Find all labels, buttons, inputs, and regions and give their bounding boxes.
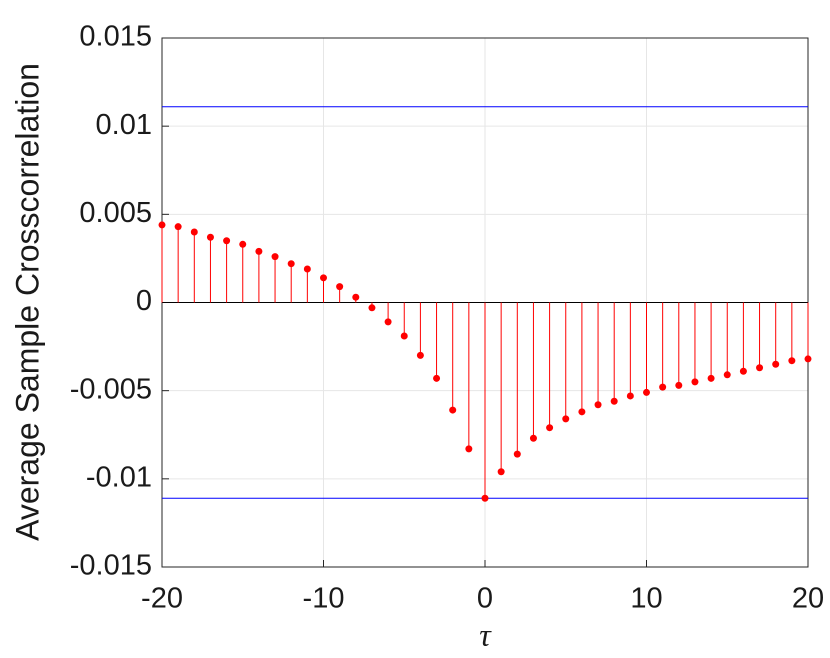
stem-marker bbox=[384, 318, 392, 326]
y-tick-label: -0.005 bbox=[70, 373, 152, 405]
stem-marker bbox=[756, 364, 764, 372]
stem-marker bbox=[691, 378, 699, 386]
stem-marker bbox=[433, 374, 441, 382]
stem-marker bbox=[481, 494, 489, 502]
y-tick-label: -0.015 bbox=[70, 550, 152, 582]
y-tick-label: 0.015 bbox=[79, 21, 152, 53]
stem-marker bbox=[707, 374, 715, 382]
stem-marker bbox=[497, 468, 505, 476]
stem-marker bbox=[416, 351, 424, 359]
y-tick-label: 0.005 bbox=[79, 197, 152, 229]
x-tick-label: -10 bbox=[303, 583, 345, 615]
stem-marker bbox=[287, 260, 295, 268]
stem-marker bbox=[223, 237, 231, 245]
x-tick-label: 20 bbox=[792, 583, 824, 615]
y-tick-label: 0.01 bbox=[96, 109, 152, 141]
stem-marker bbox=[465, 445, 473, 453]
stem-marker bbox=[626, 392, 634, 400]
y-tick-label: 0 bbox=[136, 285, 152, 317]
stem-marker bbox=[659, 383, 667, 391]
stem-marker bbox=[804, 355, 812, 363]
stem-marker bbox=[158, 221, 166, 229]
stem-marker bbox=[610, 397, 618, 405]
stem-marker bbox=[255, 247, 263, 255]
stem-marker bbox=[271, 253, 279, 261]
stem-marker bbox=[320, 274, 327, 282]
stem-marker bbox=[174, 223, 182, 231]
stem-marker bbox=[449, 406, 457, 414]
x-tick-label: 0 bbox=[477, 583, 493, 615]
y-axis-label: Average Sample Crosscorrelation bbox=[9, 63, 45, 541]
stem-marker bbox=[513, 450, 521, 458]
stem-marker bbox=[546, 424, 554, 432]
stem-marker bbox=[772, 360, 780, 368]
stem-marker bbox=[303, 265, 311, 273]
x-tick-label: -20 bbox=[141, 583, 183, 615]
stem-marker bbox=[675, 381, 683, 389]
stem-marker bbox=[529, 434, 537, 442]
stem-marker bbox=[562, 415, 570, 423]
x-tick-label: 10 bbox=[630, 583, 662, 615]
stem-marker bbox=[400, 332, 408, 340]
stem-marker bbox=[368, 304, 376, 312]
stem-marker bbox=[336, 283, 344, 291]
stem-marker bbox=[594, 401, 602, 409]
x-axis-label: τ bbox=[479, 616, 492, 652]
y-tick-label: -0.01 bbox=[86, 461, 152, 493]
stem-marker bbox=[643, 388, 650, 396]
stem-marker bbox=[352, 293, 360, 301]
stem-marker bbox=[739, 367, 747, 375]
stem-marker bbox=[206, 233, 214, 241]
stem-marker bbox=[723, 371, 731, 379]
stem-marker bbox=[239, 240, 247, 248]
stem-marker bbox=[190, 228, 198, 236]
stem-marker bbox=[578, 408, 586, 416]
stem-marker bbox=[788, 357, 796, 365]
